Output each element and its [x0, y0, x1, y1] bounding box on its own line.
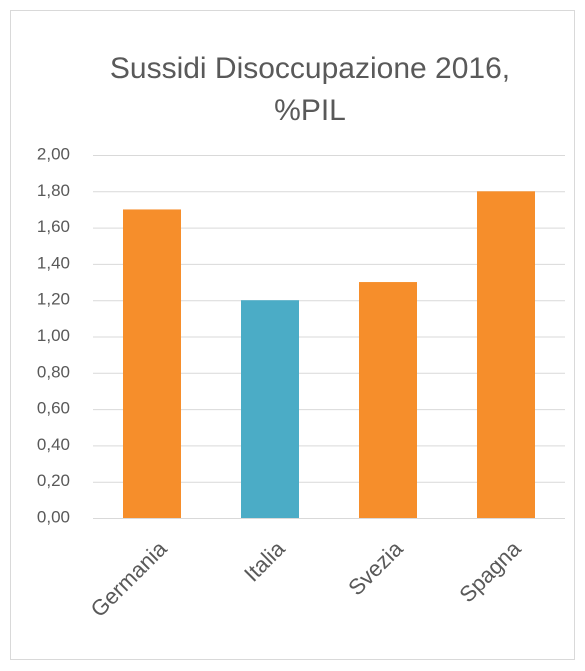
y-tick-label: 0,20 — [37, 471, 70, 490]
y-tick-label: 0,80 — [37, 362, 70, 381]
y-tick-label: 0,00 — [37, 507, 70, 526]
y-tick-label: 0,60 — [37, 399, 70, 418]
y-tick-label: 2,00 — [37, 144, 70, 163]
chart-title: Sussidi Disoccupazione 2016, %PIL — [109, 52, 511, 127]
bar — [359, 282, 417, 518]
y-tick-label: 1,60 — [37, 217, 70, 236]
y-tick-label: 1,80 — [37, 181, 70, 200]
y-tick-label: 1,00 — [37, 326, 70, 345]
y-tick-label: 1,20 — [37, 290, 70, 309]
bar — [477, 191, 535, 519]
bar — [241, 300, 299, 518]
bar — [123, 209, 181, 518]
y-tick-label: 0,40 — [37, 435, 70, 454]
y-tick-label: 1,40 — [37, 253, 70, 272]
